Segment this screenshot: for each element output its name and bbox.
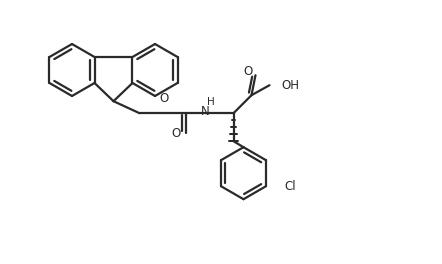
- Text: H: H: [206, 97, 214, 107]
- Text: O: O: [159, 92, 168, 105]
- Text: O: O: [171, 127, 180, 140]
- Text: N: N: [201, 105, 210, 118]
- Text: Cl: Cl: [284, 180, 296, 193]
- Text: OH: OH: [282, 79, 300, 92]
- Text: O: O: [243, 65, 252, 78]
